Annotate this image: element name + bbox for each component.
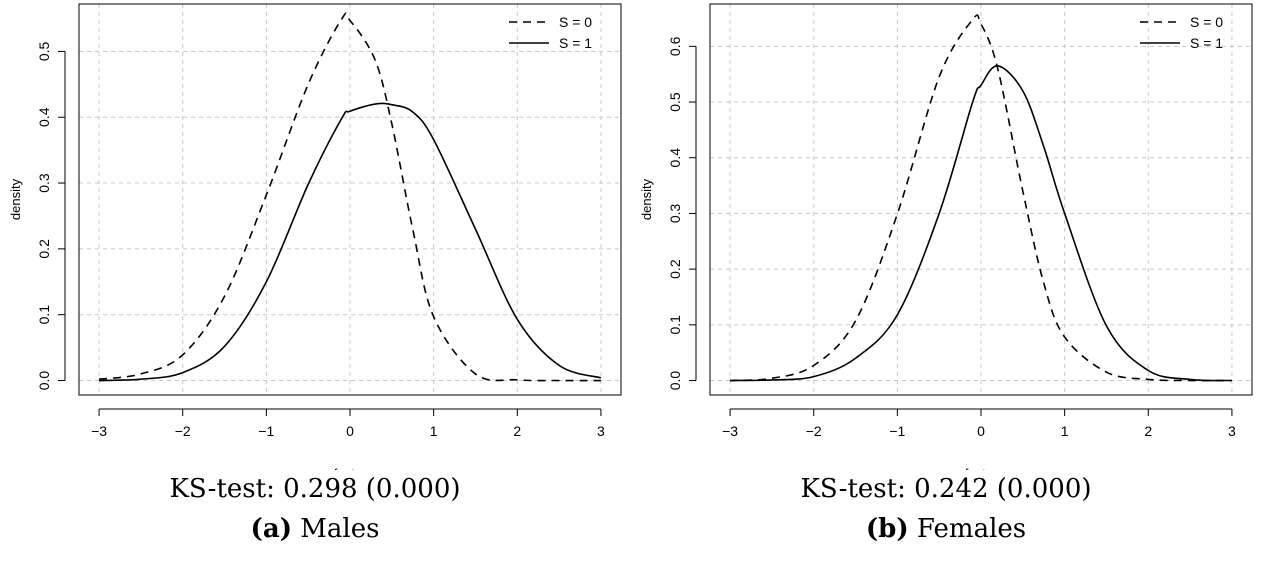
plot-frame [78, 3, 622, 396]
subfigure-label: (b) [865, 514, 909, 544]
y-tick-label: 0.3 [667, 203, 683, 223]
legend-label: S = 0 [559, 14, 592, 30]
x-tick-label: 0 [977, 423, 985, 439]
y-tick-label: 0.4 [36, 107, 52, 127]
y-tick-label: 0.4 [667, 148, 683, 168]
y-tick-label: 0.3 [36, 173, 52, 193]
y-tick-label: 0.6 [667, 36, 683, 56]
plot-frame [709, 3, 1253, 396]
ks-test-caption: KS-test: 0.298 (0.000) [169, 474, 461, 504]
density-chart-females: −3 −2 −1 0 1 2 3 0.0 0.1 0.2 0.3 0.4 0.5 0.6 factor den… [639, 3, 1253, 470]
series-line-s1 [99, 102, 602, 382]
subfigure-caption: (b) Females [631, 514, 1261, 544]
x-tick-label: −2 [175, 423, 191, 439]
x-tick-label: −1 [258, 423, 274, 439]
chart-panel-females: −3 −2 −1 0 1 2 3 0.0 0.1 0.2 0.3 0.4 0.5 0.6 factor den… [631, 0, 1261, 566]
y-tick-label: 0.1 [36, 305, 52, 325]
x-axis-label: factor [334, 466, 367, 470]
y-axis-label: density [8, 178, 23, 220]
subfigure-title: Females [916, 514, 1027, 544]
x-tick-label: 3 [1228, 423, 1236, 439]
legend-label: S = 0 [1190, 14, 1223, 30]
y-tick-label: 0.0 [36, 371, 52, 391]
density-chart-males: −3 −2 −1 0 1 2 3 0.0 0.1 0.2 0.3 0.4 0.5 factor densit… [8, 3, 622, 470]
subfigure-title: Males [300, 514, 380, 544]
y-tick-label: 0.0 [667, 371, 683, 391]
y-tick-label: 0.2 [667, 259, 683, 279]
x-tick-label: 2 [513, 423, 521, 439]
series-line-s0 [730, 14, 1232, 382]
x-tick-label: 1 [430, 423, 438, 439]
series-line-s0 [98, 12, 601, 382]
y-tick-label: 0.5 [667, 92, 683, 112]
legend-label: S = 1 [559, 35, 592, 51]
x-tick-label: −3 [91, 423, 107, 439]
y-tick-label: 0.2 [36, 239, 52, 259]
x-tick-label: 3 [597, 423, 605, 439]
series-line-s1 [730, 65, 1232, 382]
x-tick-label: −2 [806, 423, 822, 439]
x-tick-label: 1 [1061, 423, 1069, 439]
y-axis-label: density [639, 178, 654, 220]
x-tick-label: 0 [346, 423, 354, 439]
y-tick-label: 0.5 [36, 41, 52, 61]
legend-label: S = 1 [1190, 35, 1223, 51]
subfigure-caption: (a) Males [0, 514, 630, 544]
chart-panel-males: −3 −2 −1 0 1 2 3 0.0 0.1 0.2 0.3 0.4 0.5 factor densit… [0, 0, 630, 566]
x-tick-label: 2 [1144, 423, 1152, 439]
x-axis-label: factor [965, 466, 998, 470]
subfigure-label: (a) [250, 514, 292, 544]
x-tick-label: −1 [889, 423, 905, 439]
x-tick-label: −3 [722, 423, 738, 439]
y-tick-label: 0.1 [667, 315, 683, 335]
ks-test-caption: KS-test: 0.242 (0.000) [800, 474, 1092, 504]
